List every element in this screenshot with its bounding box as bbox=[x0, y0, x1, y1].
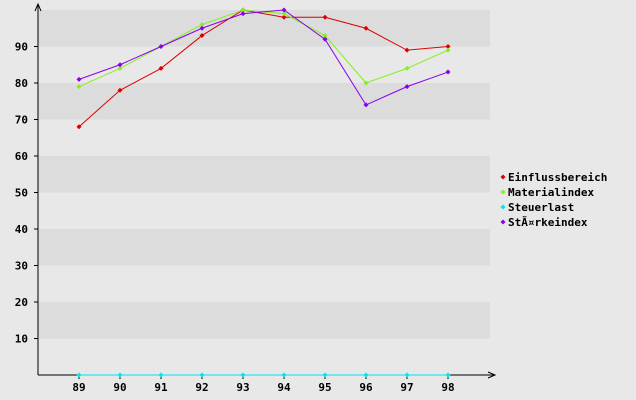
data-point bbox=[240, 372, 246, 378]
data-point bbox=[281, 14, 287, 20]
x-tick-label: 91 bbox=[154, 381, 168, 394]
data-point bbox=[199, 372, 205, 378]
legend-entry: Steuerlast bbox=[500, 201, 574, 214]
series-line bbox=[78, 9, 449, 106]
y-axis-ticks: 10 20 30 40 50 60 70 80 90 bbox=[15, 41, 38, 346]
y-tick-label: 20 bbox=[15, 296, 28, 309]
data-point bbox=[322, 36, 328, 42]
data-point bbox=[363, 102, 369, 108]
legend-marker bbox=[500, 189, 506, 195]
series-0 bbox=[76, 7, 451, 130]
data-point bbox=[404, 84, 410, 90]
series-group bbox=[76, 7, 451, 378]
grid-bands bbox=[38, 10, 490, 375]
x-axis-arrow bbox=[487, 371, 497, 379]
series-line bbox=[78, 9, 449, 128]
grid-band bbox=[38, 46, 490, 83]
data-point bbox=[363, 372, 369, 378]
grid-band bbox=[38, 10, 490, 47]
y-tick-label: 70 bbox=[15, 114, 28, 127]
y-tick-label: 90 bbox=[15, 41, 28, 54]
x-tick-label: 90 bbox=[113, 381, 126, 394]
data-point bbox=[76, 84, 82, 90]
y-axis-arrow bbox=[34, 2, 42, 12]
data-point bbox=[117, 372, 123, 378]
data-point bbox=[281, 11, 287, 17]
x-tick-label: 98 bbox=[441, 381, 454, 394]
data-point bbox=[240, 7, 246, 13]
legend-marker bbox=[500, 174, 506, 180]
x-tick-label: 92 bbox=[195, 381, 208, 394]
data-point bbox=[445, 69, 451, 75]
grid-band bbox=[38, 265, 490, 302]
data-point bbox=[199, 25, 205, 31]
data-point bbox=[117, 87, 123, 93]
grid-band bbox=[38, 229, 490, 266]
data-point bbox=[322, 14, 328, 20]
grid-band bbox=[38, 83, 490, 120]
x-tick-label: 97 bbox=[400, 381, 413, 394]
series-3 bbox=[76, 7, 451, 108]
legend-label: Materialindex bbox=[508, 186, 594, 199]
data-point bbox=[199, 33, 205, 39]
x-tick-label: 89 bbox=[72, 381, 85, 394]
legend-marker bbox=[500, 204, 506, 210]
data-point bbox=[363, 80, 369, 86]
data-point bbox=[158, 44, 164, 49]
data-point bbox=[76, 76, 82, 82]
grid-band bbox=[38, 302, 490, 339]
legend-entry: Einflussbereich bbox=[500, 171, 607, 184]
grid-band bbox=[38, 338, 490, 375]
legend-entry: StÃ¤rkeindex bbox=[500, 216, 588, 229]
data-point bbox=[404, 47, 410, 53]
data-point bbox=[322, 372, 328, 378]
data-point bbox=[404, 65, 410, 71]
data-point bbox=[199, 22, 205, 28]
legend-entry: Materialindex bbox=[500, 186, 594, 199]
legend-label: StÃ¤rkeindex bbox=[508, 216, 588, 229]
legend: Einflussbereich Materialindex Steuerlast St… bbox=[500, 171, 607, 229]
data-point bbox=[158, 372, 164, 378]
legend-label: Steuerlast bbox=[508, 201, 574, 214]
data-point bbox=[445, 372, 451, 378]
data-point bbox=[117, 62, 123, 68]
y-tick-label: 50 bbox=[15, 187, 28, 200]
y-tick-label: 30 bbox=[15, 260, 28, 273]
data-point bbox=[158, 65, 164, 71]
data-point bbox=[445, 44, 451, 49]
x-tick-label: 96 bbox=[359, 381, 373, 394]
data-point bbox=[363, 25, 369, 31]
data-point bbox=[281, 372, 287, 378]
data-point bbox=[76, 124, 82, 130]
grid-band bbox=[38, 156, 490, 193]
data-point bbox=[76, 372, 82, 378]
y-tick-label: 10 bbox=[15, 333, 28, 346]
data-point bbox=[117, 65, 123, 71]
data-point bbox=[322, 33, 328, 39]
data-point bbox=[240, 11, 246, 17]
x-tick-label: 95 bbox=[318, 381, 331, 394]
data-point bbox=[404, 372, 410, 378]
data-point bbox=[445, 47, 451, 53]
x-tick-label: 94 bbox=[277, 381, 291, 394]
x-axis-ticks: 89 90 91 92 93 94 95 96 97 98 bbox=[72, 375, 455, 394]
y-tick-label: 40 bbox=[15, 223, 28, 236]
grid-band bbox=[38, 119, 490, 156]
x-tick-label: 93 bbox=[236, 381, 249, 394]
y-tick-label: 60 bbox=[15, 150, 28, 163]
grid-band bbox=[38, 192, 490, 229]
data-point bbox=[281, 7, 287, 13]
legend-label: Einflussbereich bbox=[508, 171, 607, 184]
legend-marker bbox=[500, 219, 506, 225]
series-2 bbox=[76, 372, 451, 378]
y-tick-label: 80 bbox=[15, 77, 28, 90]
